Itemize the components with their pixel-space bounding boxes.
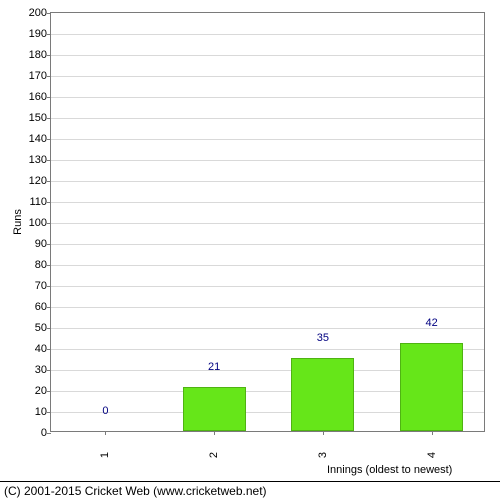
ytick-mark bbox=[47, 139, 51, 140]
ytick-mark bbox=[47, 202, 51, 203]
bar bbox=[183, 387, 246, 431]
ytick-mark bbox=[47, 328, 51, 329]
ytick-mark bbox=[47, 412, 51, 413]
ytick-mark bbox=[47, 13, 51, 14]
ytick-mark bbox=[47, 265, 51, 266]
ytick-mark bbox=[47, 307, 51, 308]
xtick-label: 2 bbox=[208, 452, 220, 458]
bar-value-label: 0 bbox=[102, 405, 108, 417]
gridline bbox=[51, 265, 484, 266]
ytick-mark bbox=[47, 160, 51, 161]
ytick-mark bbox=[47, 286, 51, 287]
ytick-mark bbox=[47, 34, 51, 35]
gridline bbox=[51, 55, 484, 56]
ytick-label: 80 bbox=[35, 259, 47, 271]
xtick-mark bbox=[323, 431, 324, 435]
runs-bar-chart: 0102030405060708090100110120130140150160… bbox=[0, 0, 500, 500]
ytick-mark bbox=[47, 370, 51, 371]
xtick-label: 1 bbox=[99, 452, 111, 458]
ytick-mark bbox=[47, 55, 51, 56]
ytick-mark bbox=[47, 433, 51, 434]
ytick-mark bbox=[47, 244, 51, 245]
gridline bbox=[51, 286, 484, 287]
ytick-label: 140 bbox=[29, 133, 47, 145]
gridline bbox=[51, 244, 484, 245]
xtick-mark bbox=[105, 431, 106, 435]
copyright-footer: (C) 2001-2015 Cricket Web (www.cricketwe… bbox=[0, 481, 500, 500]
bar-value-label: 21 bbox=[208, 361, 220, 373]
ytick-mark bbox=[47, 223, 51, 224]
ytick-label: 40 bbox=[35, 343, 47, 355]
ytick-label: 160 bbox=[29, 91, 47, 103]
ytick-label: 190 bbox=[29, 28, 47, 40]
gridline bbox=[51, 160, 484, 161]
ytick-label: 120 bbox=[29, 175, 47, 187]
x-axis-title: Innings (oldest to newest) bbox=[327, 464, 452, 476]
y-axis-title: Runs bbox=[12, 209, 24, 235]
ytick-label: 70 bbox=[35, 280, 47, 292]
gridline bbox=[51, 328, 484, 329]
bar-value-label: 42 bbox=[426, 317, 438, 329]
ytick-label: 100 bbox=[29, 217, 47, 229]
gridline bbox=[51, 139, 484, 140]
ytick-label: 50 bbox=[35, 322, 47, 334]
ytick-mark bbox=[47, 97, 51, 98]
ytick-label: 200 bbox=[29, 7, 47, 19]
xtick-label: 3 bbox=[317, 452, 329, 458]
ytick-label: 170 bbox=[29, 70, 47, 82]
gridline bbox=[51, 34, 484, 35]
gridline bbox=[51, 97, 484, 98]
ytick-label: 0 bbox=[41, 427, 47, 439]
bar bbox=[400, 343, 463, 431]
ytick-mark bbox=[47, 391, 51, 392]
ytick-mark bbox=[47, 181, 51, 182]
bar bbox=[291, 358, 354, 432]
ytick-label: 110 bbox=[29, 196, 47, 208]
gridline bbox=[51, 181, 484, 182]
ytick-label: 150 bbox=[29, 112, 47, 124]
xtick-mark bbox=[214, 431, 215, 435]
ytick-mark bbox=[47, 349, 51, 350]
ytick-label: 20 bbox=[35, 385, 47, 397]
bar-value-label: 35 bbox=[317, 332, 329, 344]
ytick-mark bbox=[47, 76, 51, 77]
ytick-mark bbox=[47, 118, 51, 119]
ytick-label: 60 bbox=[35, 301, 47, 313]
gridline bbox=[51, 118, 484, 119]
ytick-label: 130 bbox=[29, 154, 47, 166]
ytick-label: 10 bbox=[35, 406, 47, 418]
gridline bbox=[51, 307, 484, 308]
ytick-label: 30 bbox=[35, 364, 47, 376]
ytick-label: 90 bbox=[35, 238, 47, 250]
gridline bbox=[51, 223, 484, 224]
xtick-label: 4 bbox=[426, 452, 438, 458]
ytick-label: 180 bbox=[29, 49, 47, 61]
gridline bbox=[51, 76, 484, 77]
xtick-mark bbox=[432, 431, 433, 435]
plot-area: 0102030405060708090100110120130140150160… bbox=[50, 12, 485, 432]
gridline bbox=[51, 202, 484, 203]
